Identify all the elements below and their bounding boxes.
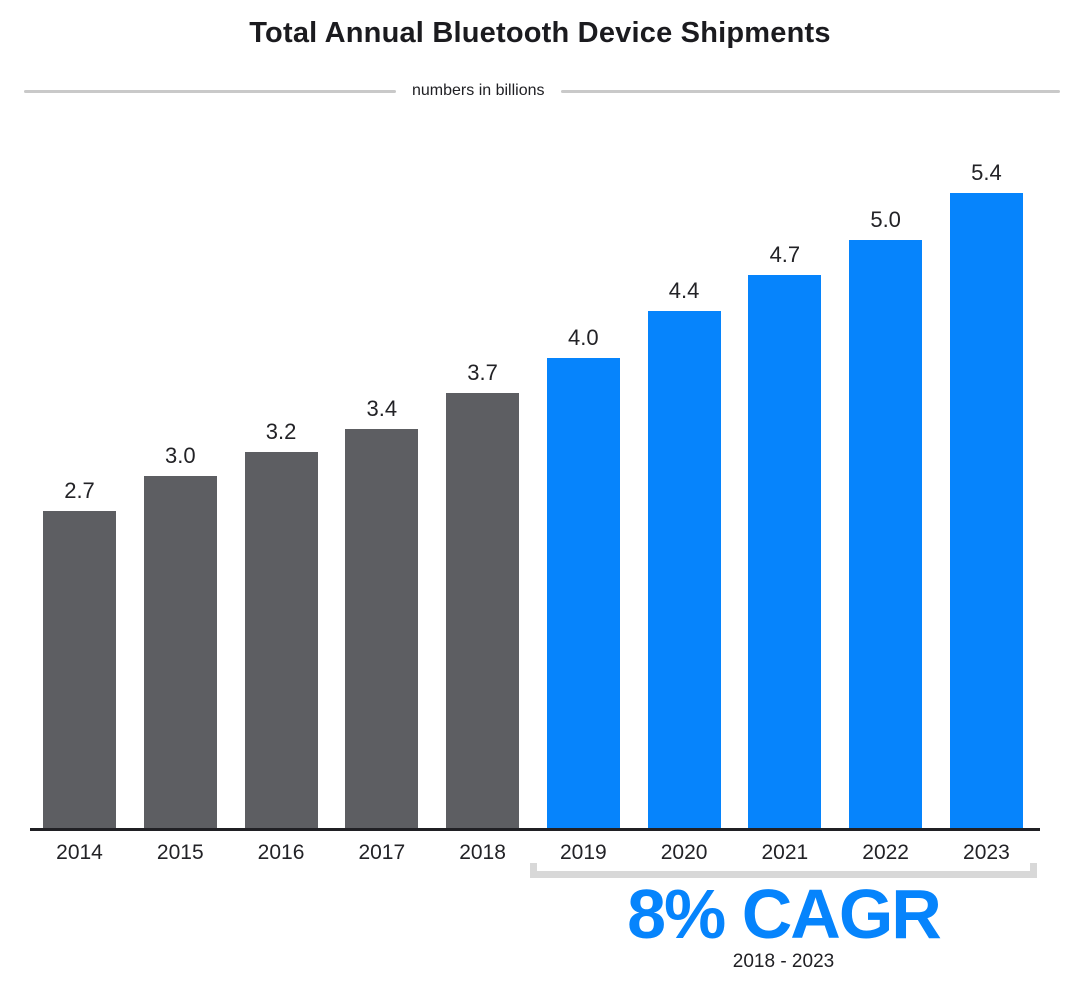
bar-value-label: 4.7 <box>769 242 801 267</box>
bar-column-2021: 4.7 <box>748 242 822 830</box>
bar-column-2022: 5.0 <box>849 207 923 830</box>
bar-2017 <box>345 429 419 830</box>
chart-subtitle: numbers in billions <box>412 82 545 99</box>
bar-value-label: 3.2 <box>265 419 297 444</box>
bar-2020 <box>647 311 721 830</box>
x-axis-labels: 2014 2015 2016 2017 2018 2019 2020 2021 2022 2023 <box>43 841 1023 865</box>
x-tick-2016: 2016 <box>257 841 305 864</box>
bar-value-label: 5.0 <box>870 207 901 232</box>
plot-area: 2.7 3.0 3.2 3.4 3.7 4.0 4.4 4.7 5.0 5.4 <box>43 140 1023 830</box>
x-tick-2014: 2014 <box>56 841 103 864</box>
cagr-range: 2018 - 2023 <box>732 951 835 972</box>
bar-value-label: 2.7 <box>64 478 95 503</box>
bar-value-label: 3.7 <box>467 360 498 385</box>
x-tick-2015: 2015 <box>156 841 204 864</box>
bar-column-2014: 2.7 <box>43 478 116 830</box>
bar-2022 <box>849 240 923 830</box>
bar-2016 <box>244 452 318 830</box>
x-tick-2022: 2022 <box>862 841 909 864</box>
bar-2015 <box>143 476 217 830</box>
bar-column-2018: 3.7 <box>446 360 520 830</box>
bar-2019 <box>546 358 620 830</box>
bar-column-2019: 4.0 <box>546 325 620 830</box>
x-tick-2023: 2023 <box>963 841 1010 864</box>
x-tick-2018: 2018 <box>459 841 506 864</box>
x-tick-2021: 2021 <box>761 841 809 864</box>
x-tick-2020: 2020 <box>660 841 708 864</box>
bar-value-label: 3.0 <box>164 443 196 468</box>
bar-column-2020: 4.4 <box>647 278 721 830</box>
chart-title: Total Annual Bluetooth Device Shipments <box>249 17 831 49</box>
bar-2021 <box>748 275 822 830</box>
subtitle-divider-left <box>24 89 396 93</box>
cagr-value: 8% CAGR <box>627 875 942 953</box>
cagr-bracket <box>530 863 1037 878</box>
bar-value-label: 4.0 <box>568 325 599 350</box>
bar-column-2016: 3.2 <box>244 419 318 830</box>
bar-column-2017: 3.4 <box>345 396 419 830</box>
bar-2014 <box>43 511 116 830</box>
x-tick-2019: 2019 <box>559 841 607 864</box>
bar-2018 <box>446 393 520 830</box>
bar-value-label: 5.4 <box>971 160 1002 185</box>
bar-column-2015: 3.0 <box>143 443 217 830</box>
x-axis-line <box>30 828 1040 831</box>
bar-column-2023: 5.4 <box>949 160 1023 830</box>
bar-value-label: 4.4 <box>668 278 700 303</box>
x-tick-2017: 2017 <box>358 841 406 864</box>
subtitle-row: numbers in billions <box>24 82 1060 100</box>
bar-2023 <box>949 193 1023 830</box>
bar-value-label: 3.4 <box>366 396 398 421</box>
subtitle-divider-right <box>560 89 1060 93</box>
